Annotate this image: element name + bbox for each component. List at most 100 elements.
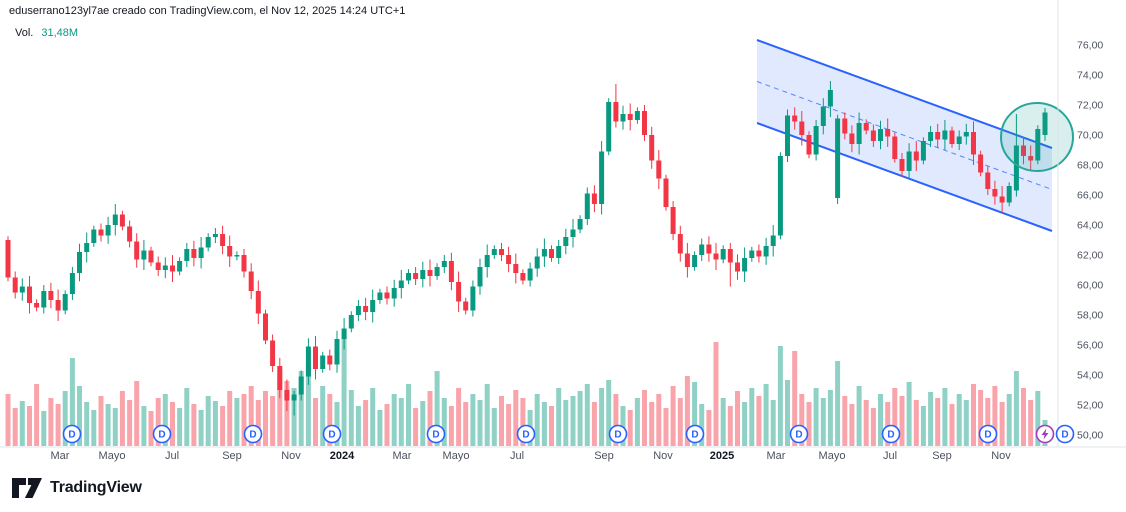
time-axis-month-label: Mar: [767, 450, 786, 462]
dividend-marker-letter: D: [1061, 430, 1068, 441]
volume-bar: [1028, 400, 1034, 446]
price-axis-label: 64,00: [1077, 220, 1103, 232]
candle-body: [770, 235, 776, 246]
price-axis[interactable]: 76,00 74,00 72,00 70,00 68,00 66,00 64,00 62,00…: [1077, 40, 1103, 442]
candle-body: [212, 234, 218, 237]
volume-bar: [1006, 394, 1012, 446]
dividend-marker[interactable]: D: [426, 424, 446, 444]
time-axis-month-label: Jul: [883, 450, 897, 462]
volume-bar: [992, 386, 998, 446]
candle-body: [806, 135, 812, 155]
candle-body: [456, 282, 462, 302]
volume-bar: [377, 410, 383, 446]
price-axis-label: 58,00: [1077, 310, 1103, 322]
candle-body: [906, 151, 912, 171]
dividend-marker-circle: [1055, 424, 1075, 444]
candle-body: [513, 264, 519, 273]
time-axis-month-label: Sep: [222, 450, 242, 462]
candle-body: [420, 270, 426, 279]
candle-body: [234, 255, 240, 257]
volume-bar: [69, 358, 75, 446]
volume-bar: [184, 388, 190, 446]
dividend-marker-circle: [978, 424, 998, 444]
volume-bar: [971, 384, 976, 446]
dividend-marker[interactable]: D: [881, 424, 901, 444]
volume-bar: [263, 391, 268, 446]
volume-bar: [727, 406, 733, 446]
dividend-marker[interactable]: D: [1055, 424, 1075, 444]
candle-body: [999, 196, 1005, 203]
candle-body: [563, 237, 569, 246]
dividend-marker-circle: [789, 424, 809, 444]
volume-bar: [270, 396, 276, 446]
candle-body: [148, 250, 154, 263]
dividend-marker[interactable]: D: [978, 424, 998, 444]
price-axis-label: 76,00: [1077, 40, 1103, 52]
dividend-marker[interactable]: D: [789, 424, 809, 444]
dividend-marker-letter: D: [68, 430, 75, 441]
candlestick-series[interactable]: [5, 81, 1048, 416]
volume-legend[interactable]: Vol. 31,48M: [15, 27, 78, 39]
candle-body: [777, 156, 783, 236]
volume-series[interactable]: [5, 338, 1048, 446]
highlight-ellipse[interactable]: [1000, 102, 1074, 172]
volume-bar: [856, 386, 862, 446]
candle-body: [241, 255, 247, 272]
candle-body: [34, 303, 40, 308]
volume-bar: [706, 410, 712, 446]
dividend-marker[interactable]: D: [685, 424, 705, 444]
candle-body: [971, 132, 976, 155]
candle-body: [656, 160, 662, 179]
candle-body: [1035, 129, 1041, 161]
channel-upper-line[interactable]: [756, 39, 1053, 149]
volume-bar: [48, 398, 54, 446]
candle-body: [935, 132, 941, 140]
volume-bar: [763, 384, 769, 446]
volume-bar: [792, 351, 798, 446]
candle-body: [348, 315, 354, 329]
candle-body: [77, 252, 82, 273]
dividend-marker[interactable]: D: [322, 424, 342, 444]
dividend-marker-circle: [322, 424, 342, 444]
dividend-marker[interactable]: D: [243, 424, 263, 444]
dividend-marker[interactable]: D: [516, 424, 536, 444]
dividend-marker-letter: D: [328, 430, 335, 441]
axis-borders: [0, 0, 1126, 448]
time-axis[interactable]: Mar Mayo Jul Sep Nov 2024 Mar Mayo Jul Sep Nov 2025…: [51, 450, 1012, 462]
highlight-ellipse-annotation[interactable]: [1000, 102, 1074, 172]
candle-body: [398, 280, 404, 288]
flash-marker[interactable]: [1035, 424, 1055, 444]
candle-body: [155, 262, 161, 270]
dividend-marker[interactable]: D: [152, 424, 172, 444]
channel-median-line[interactable]: [756, 81, 1053, 190]
volume-bar: [134, 381, 140, 446]
price-axis-label: 70,00: [1077, 130, 1103, 142]
volume-bar: [248, 386, 254, 446]
channel-lower-line[interactable]: [756, 122, 1053, 232]
dividend-marker[interactable]: D: [608, 424, 628, 444]
tradingview-logo[interactable]: TradingView: [12, 477, 142, 499]
price-axis-label: 68,00: [1077, 160, 1103, 172]
volume-bar: [670, 386, 676, 446]
dividend-marker-letter: D: [614, 430, 621, 441]
candle-body: [863, 123, 869, 131]
volume-bar: [327, 394, 333, 446]
volume-bar: [491, 408, 497, 446]
candle-body: [119, 214, 125, 227]
candle-body: [870, 130, 876, 141]
candle-body: [334, 339, 340, 365]
volume-bar: [677, 398, 683, 446]
volume-bar: [935, 398, 941, 446]
volume-bar: [777, 346, 783, 446]
volume-bar: [91, 410, 97, 446]
candle-body: [913, 151, 919, 161]
dividend-marker[interactable]: D: [62, 424, 82, 444]
dividend-marker-letter: D: [158, 430, 165, 441]
candle-body: [699, 244, 705, 255]
dividend-marker-circle: [62, 424, 82, 444]
volume-bar: [620, 406, 626, 446]
candle-body: [12, 277, 18, 293]
